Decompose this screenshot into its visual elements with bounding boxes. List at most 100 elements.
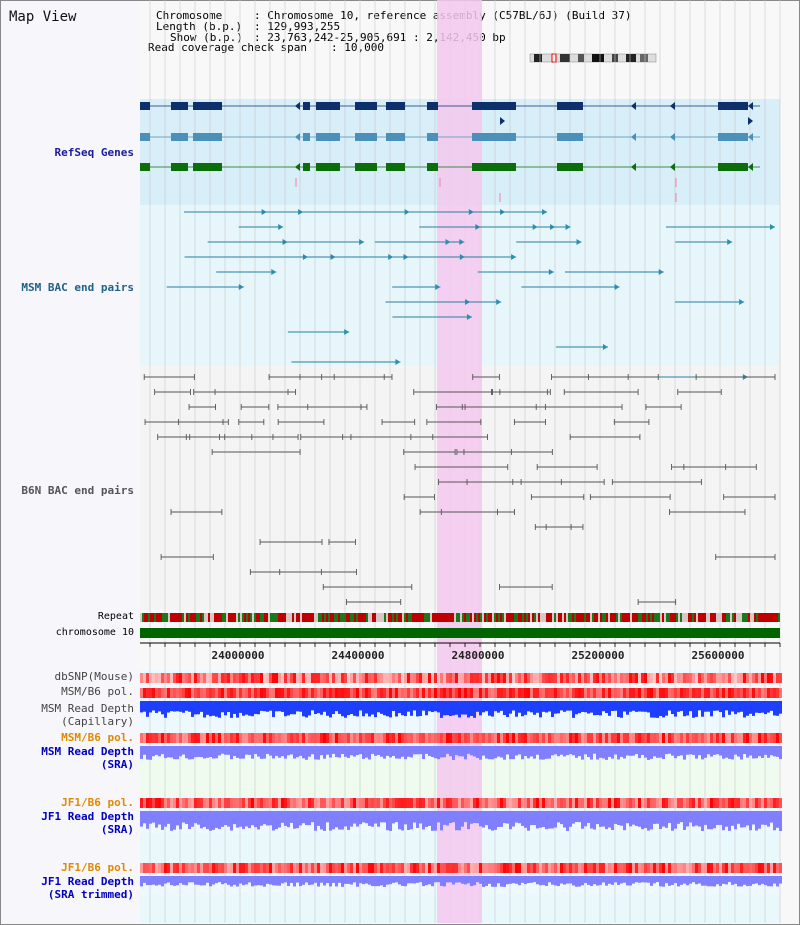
selected-region [437,0,482,923]
jf1-depth-bar [182,811,185,823]
jf1-trim-bar [254,876,257,886]
jf1-depth-bar [548,811,551,829]
repeat-segment [350,613,352,622]
jf1-pol-strip-2 [509,863,512,873]
msm-depth-sra-bar [695,746,698,759]
jf1-pol-strip [455,798,458,808]
gene-arrow [748,163,753,171]
jf1-trim-bar [632,876,635,884]
msm-depth-cap-bar [278,701,281,712]
repeat-segment [578,613,580,622]
msm-pol-strip [443,688,446,698]
jf1-pol-strip-2 [428,863,431,873]
repeat-segment [648,613,650,622]
msm-pol-strip-2 [344,733,347,743]
msm-pol-strip-2 [623,733,626,743]
msm-pol-strip [761,688,764,698]
msm-pol-strip [179,688,182,698]
jf1-depth-bar [377,811,380,827]
jf1-pol-strip-2 [644,863,647,873]
jf1-depth-bar [641,811,644,830]
msm-pol-strip-2 [149,733,152,743]
dbsnp-strip [257,673,260,683]
msm-depth-sra-bar [218,746,221,756]
repeat-segment [652,613,654,622]
dbsnp-strip [752,673,755,683]
jf1-pol-strip [386,798,389,808]
msm-depth-sra-bar [341,746,344,755]
jf1-trim-bar [755,876,758,884]
jf1-depth-bar [695,811,698,826]
jf1-pol-strip-2 [464,863,467,873]
msm-pol-strip [329,688,332,698]
msm-pol-strip-2 [758,733,761,743]
jf1-depth-bar [704,811,707,825]
msm-pol-strip-2 [431,733,434,743]
msm-pol-strip [242,688,245,698]
msm-pol-strip [527,688,530,698]
repeat-segment [246,613,248,622]
repeat-segment [690,613,692,622]
msm-depth-sra-bar [386,746,389,756]
msm-pol-strip [278,688,281,698]
repeat-segment [290,613,292,622]
jf1-pol-strip-2 [536,863,539,873]
jf1-pol-strip-2 [287,863,290,873]
msm-pol-strip-2 [644,733,647,743]
jf1-depth-bar [212,811,215,830]
axis-tick-label: 24800000 [451,649,505,662]
dbsnp-strip [452,673,455,683]
msm-pol-strip-2 [317,733,320,743]
msm-depth-sra-bar [200,746,203,758]
repeat-segment [588,613,590,622]
msm-depth-cap-bar [266,701,269,712]
gene-exon [171,133,188,141]
msm-pol-strip-2 [746,733,749,743]
msm-depth-cap-bar [641,701,644,712]
msm-pol-strip [587,688,590,698]
axis-tick-label: 24400000 [331,649,385,662]
msm-pol-strip-2 [263,733,266,743]
dbsnp-strip [299,673,302,683]
msm-pol-strip-2 [254,733,257,743]
repeat-segment [466,613,468,622]
repeat-segment [482,613,484,622]
msm-depth-sra-bar [617,746,620,760]
dbsnp-strip [668,673,671,683]
dbsnp-strip [281,673,284,683]
repeat-segment [188,613,190,622]
dbsnp-strip [314,673,317,683]
jf1-trim-bar [299,876,302,887]
jf1-trim-bar [326,876,329,884]
jf1-pol-strip [428,798,431,808]
msm-depth-sra-bar [692,746,695,755]
repeat-segment [538,613,540,622]
jf1-trim-bar [461,876,464,884]
msm-pol-strip [755,688,758,698]
repeat-segment [688,613,690,622]
msm-pol-strip [770,688,773,698]
jf1-depth-bar [440,811,443,831]
jf1-pol-strip-2 [446,863,449,873]
msm-depth-cap-bar [188,701,191,712]
jf1-trim-bar [566,876,569,884]
msm-depth-cap-bar [317,701,320,714]
msm-depth-cap-bar [296,701,299,712]
dbsnp-strip [695,673,698,683]
msm-depth-sra-bar [167,746,170,758]
repeat-segment [404,613,406,622]
jf1-trim-bar [536,876,539,885]
gene-exon [386,102,405,110]
msm-pol-strip-2 [341,733,344,743]
axis-tick-label: 24000000 [211,649,265,662]
jf1-pol-strip-2 [476,863,479,873]
jf1-pol-strip-2 [731,863,734,873]
msm-depth-cap-bar [374,701,377,718]
msm-depth-cap-bar [464,701,467,715]
msm-pol-strip [296,688,299,698]
dbsnp-strip [230,673,233,683]
msm-depth-cap-bar [443,701,446,716]
jf1-trim-bar [470,876,473,887]
jf1-depth-bar [350,811,353,827]
